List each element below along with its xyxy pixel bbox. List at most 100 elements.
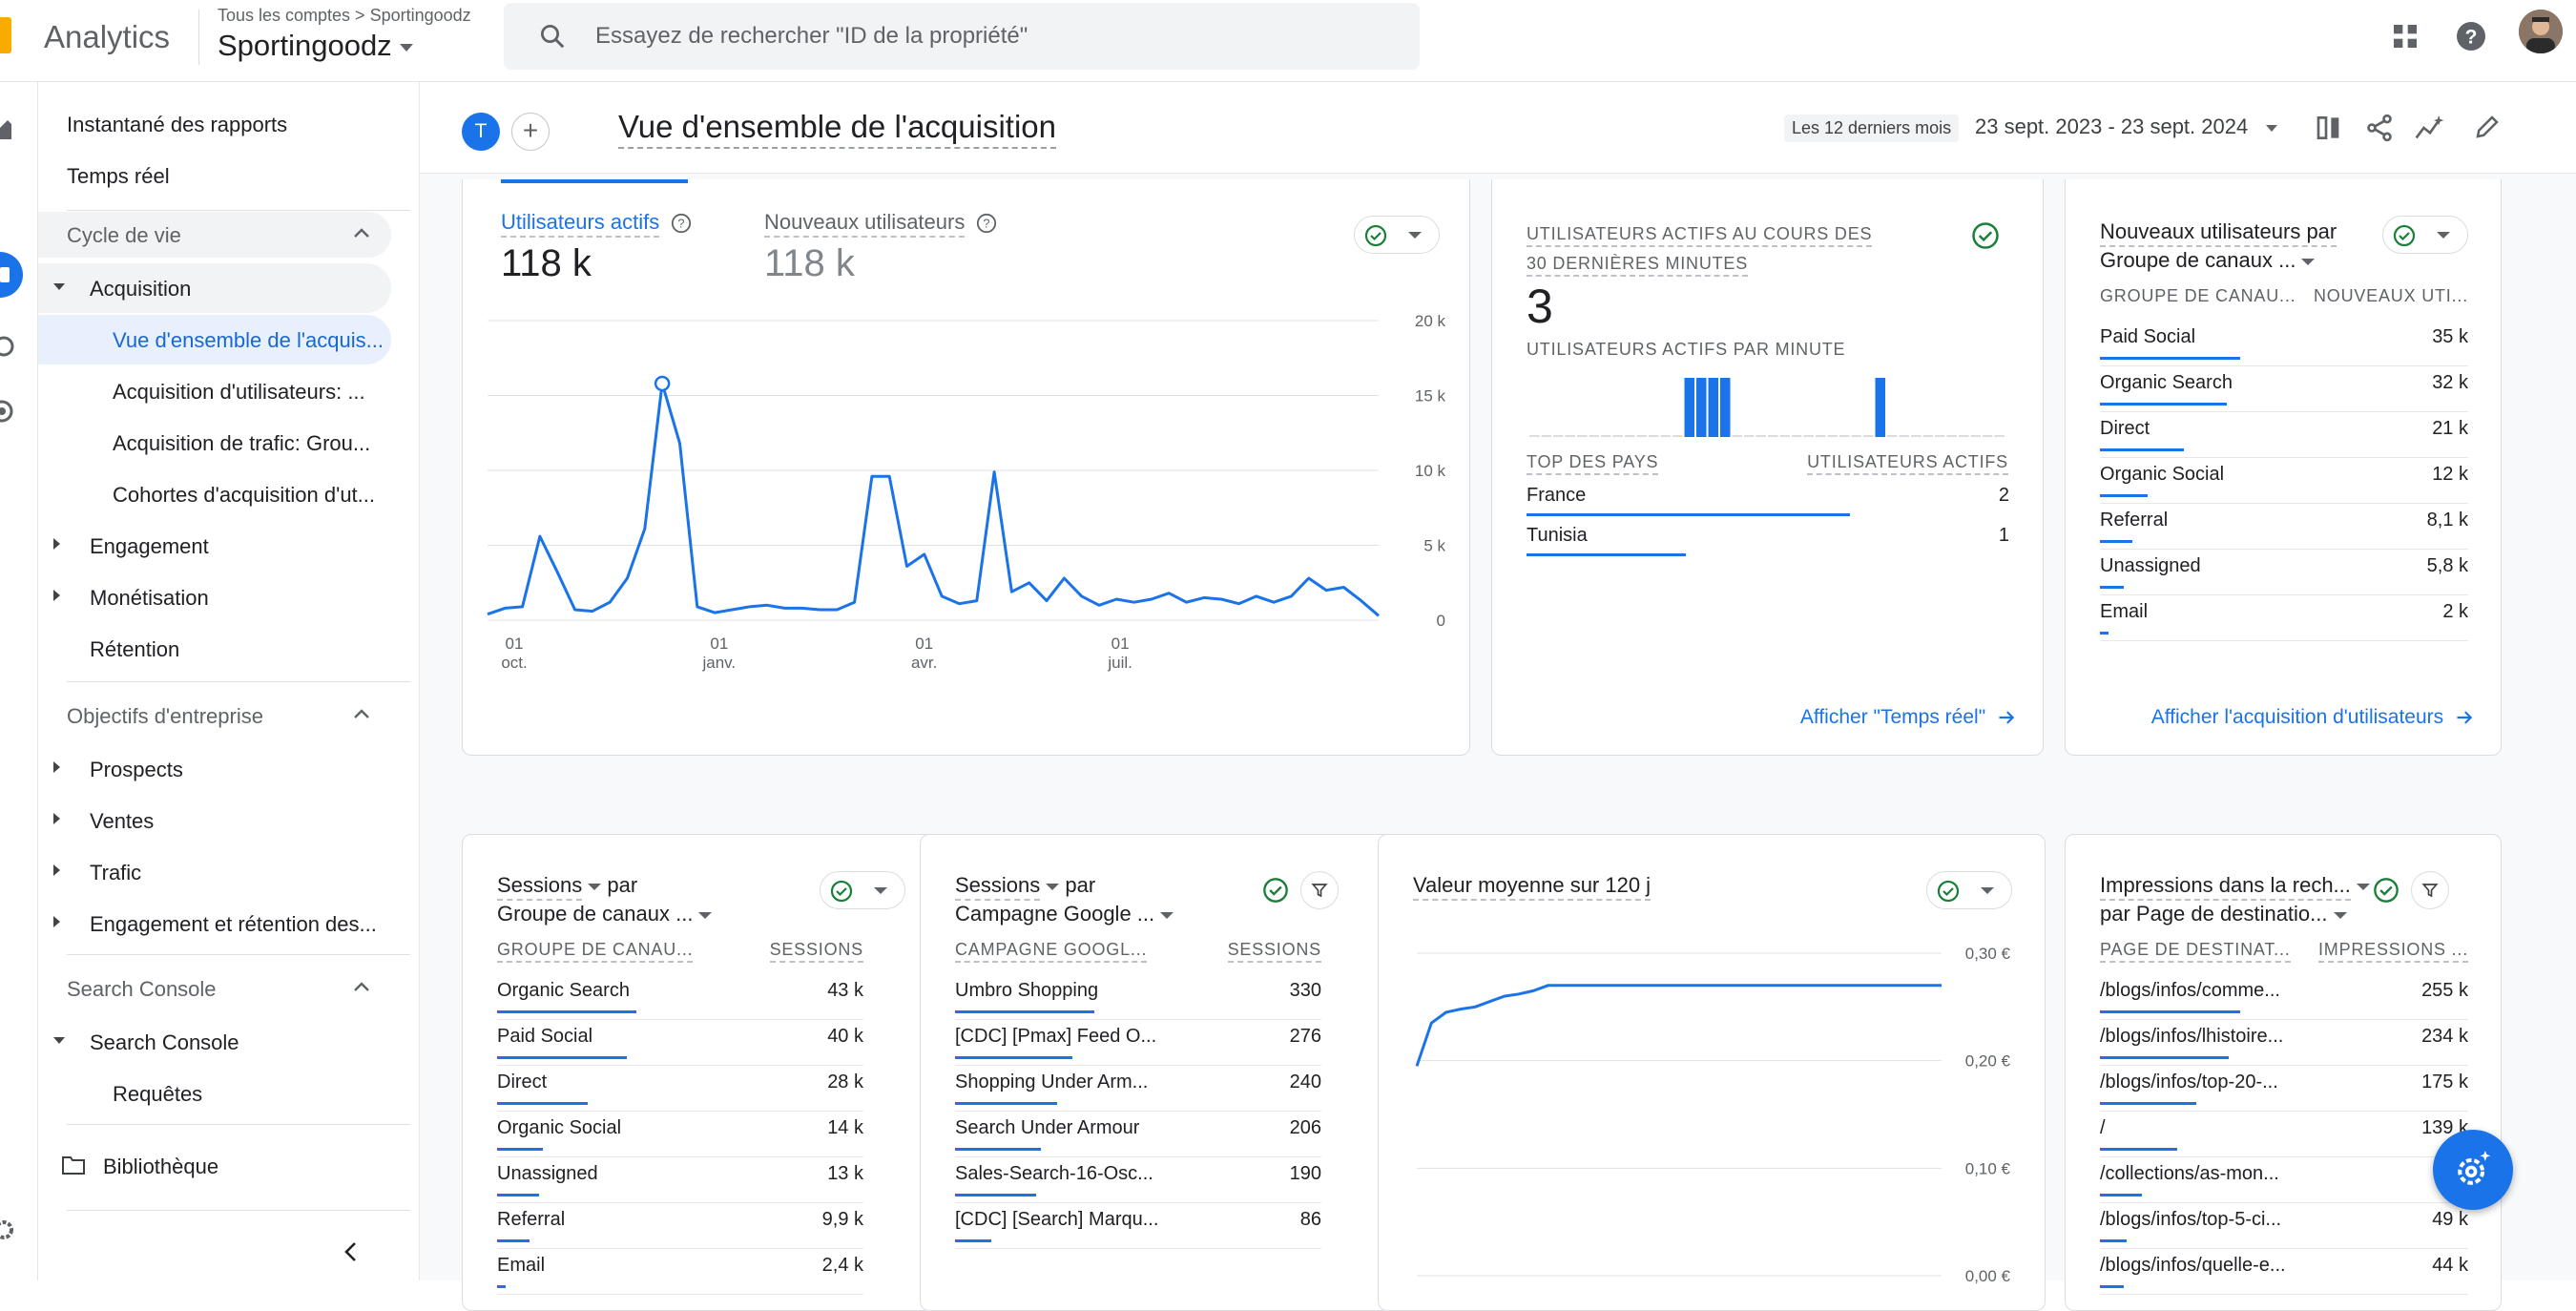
table-row[interactable]: /collections/as-mon... [2100, 1157, 2468, 1203]
edit-icon[interactable] [2473, 113, 2502, 141]
card-status-menu[interactable] [820, 871, 905, 909]
card-title[interactable]: Valeur moyenne sur 120 j [1413, 871, 1652, 901]
tab-active-users[interactable]: Utilisateurs actifs ? [501, 210, 692, 238]
check-circle-icon[interactable] [2373, 877, 2399, 904]
explore-icon[interactable] [0, 332, 17, 361]
filter-button[interactable] [1300, 871, 1339, 909]
nav-monetization[interactable]: Monétisation [38, 572, 391, 622]
apps-grid-icon[interactable] [2390, 21, 2420, 52]
property-selector[interactable]: Sportingoodz [218, 29, 414, 63]
app-name[interactable]: Analytics [44, 19, 171, 54]
nav-search-console[interactable]: Search Console [38, 1017, 391, 1067]
settings-icon[interactable] [0, 1216, 17, 1244]
date-range-picker[interactable]: 23 sept. 2023 - 23 sept. 2024 [1975, 114, 2248, 139]
table-row[interactable]: Organic Search 32 k [2100, 366, 2468, 412]
add-comparison-button[interactable]: + [511, 113, 550, 151]
table-row[interactable]: France 2 [1527, 481, 2009, 521]
assistant-button[interactable] [2433, 1130, 2513, 1210]
search-input[interactable]: Essayez de rechercher "ID de la propriét… [504, 3, 1420, 70]
nav-acquisition[interactable]: Acquisition [38, 263, 391, 313]
table-row[interactable]: Search Under Armour 206 [955, 1112, 1321, 1157]
table-row[interactable]: /blogs/infos/quelle-e... 44 k [2100, 1249, 2468, 1295]
table-row[interactable]: Paid Social 40 k [497, 1020, 863, 1066]
breadcrumb[interactable]: Tous les comptes > Sportingoodz [218, 6, 471, 25]
table-row[interactable]: /blogs/infos/comme... 255 k [2100, 974, 2468, 1020]
row-share-bar [2100, 1102, 2197, 1105]
table-row[interactable]: /blogs/infos/top-20-... 175 k [2100, 1066, 2468, 1112]
view-user-acquisition-link[interactable]: Afficher l'acquisition d'utilisateurs [2151, 706, 2474, 729]
card-title[interactable]: Nouveaux utilisateurs par Groupe de cana… [2100, 218, 2337, 275]
page-header: T + Vue d'ensemble de l'acquisition Les … [420, 82, 2576, 174]
table-row[interactable]: [CDC] [Pmax] Feed O... 276 [955, 1020, 1321, 1066]
share-icon[interactable] [2364, 113, 2395, 143]
table-row[interactable]: Email 2 k [2100, 595, 2468, 641]
nav-traffic-acquisition[interactable]: Acquisition de trafic: Grou... [38, 418, 391, 468]
nav-realtime[interactable]: Temps réel [38, 151, 391, 200]
card-status-menu[interactable] [1354, 216, 1440, 254]
nav-reports-snapshot[interactable]: Instantané des rapports [38, 99, 391, 149]
tab-new-users[interactable]: Nouveaux utilisateurs ? [764, 210, 997, 238]
nav-section-search-console[interactable]: Search Console [38, 966, 391, 1011]
table-row[interactable]: Direct 21 k [2100, 412, 2468, 458]
compare-icon[interactable] [2315, 113, 2345, 143]
table-row[interactable]: Unassigned 5,8 k [2100, 550, 2468, 595]
caret-down-icon[interactable] [2265, 124, 2278, 134]
table-row[interactable]: Direct 28 k [497, 1066, 863, 1112]
table-row[interactable]: [CDC] [Search] Marqu... 86 [955, 1203, 1321, 1249]
table-row[interactable]: Shopping Under Arm... 240 [955, 1066, 1321, 1112]
nav-section-business[interactable]: Objectifs d'entreprise [38, 693, 391, 739]
card-title[interactable]: Sessions par Campagne Google ... [955, 871, 1174, 928]
collapse-nav-icon[interactable] [342, 1240, 361, 1263]
insights-icon[interactable] [2414, 113, 2446, 143]
account-avatar[interactable] [2519, 10, 2563, 53]
table-row[interactable]: Email 2,4 k [497, 1249, 863, 1295]
table-row[interactable]: /139 k [2100, 1112, 2468, 1157]
check-circle-icon[interactable] [1262, 877, 1289, 904]
filter-button[interactable] [2411, 871, 2449, 909]
minute-bar [1720, 378, 1731, 437]
col-header-label: GROUPE DE CANAU... [497, 940, 694, 963]
nav-engagement-retention[interactable]: Engagement et rétention des... [38, 899, 391, 948]
table-row[interactable]: /blogs/infos/lhistoire... 234 k [2100, 1020, 2468, 1066]
table-row[interactable]: Organic Social 14 k [497, 1112, 863, 1157]
search-impressions-card: Impressions dans la rech... par Page de … [2065, 834, 2502, 1311]
table-row[interactable]: Umbro Shopping 330 [955, 974, 1321, 1020]
nav-section-lifecycle[interactable]: Cycle de vie [38, 212, 391, 258]
date-range-label[interactable]: Les 12 derniers mois [1784, 114, 1960, 142]
nav-user-acquisition[interactable]: Acquisition d'utilisateurs: ... [38, 366, 391, 416]
nav-library[interactable]: Bibliothèque [38, 1141, 391, 1191]
nav-acquisition-cohorts[interactable]: Cohortes d'acquisition d'ut... [38, 469, 391, 519]
nav-queries[interactable]: Requêtes [38, 1069, 391, 1118]
table-row[interactable]: Referral 9,9 k [497, 1203, 863, 1249]
caret-down-icon [1981, 887, 1994, 894]
check-circle-icon[interactable] [1971, 221, 2000, 250]
nav-engagement[interactable]: Engagement [38, 521, 391, 571]
nav-sales[interactable]: Ventes [38, 796, 391, 845]
card-title[interactable]: Sessions par Groupe de canaux ... [497, 871, 713, 928]
table-row[interactable]: /blogs/infos/top-5-ci... 49 k [2100, 1203, 2468, 1249]
row-value: 1 [1998, 525, 2009, 546]
comparison-avatar[interactable]: T [462, 113, 500, 151]
advertising-icon[interactable] [0, 397, 17, 426]
info-icon[interactable]: ? [976, 213, 997, 234]
nav-traffic[interactable]: Trafic [38, 847, 391, 897]
table-row[interactable]: Sales-Search-16-Osc... 190 [955, 1157, 1321, 1203]
nav-acquisition-overview[interactable]: Vue d'ensemble de l'acquis... [38, 315, 391, 364]
view-realtime-link[interactable]: Afficher "Temps réel" [1800, 706, 2016, 729]
card-title[interactable]: Impressions dans la rech... par Page de … [2100, 871, 2370, 928]
table-row[interactable]: Unassigned 13 k [497, 1157, 863, 1203]
table-row[interactable]: Referral 8,1 k [2100, 504, 2468, 550]
table-row[interactable]: Paid Social 35 k [2100, 321, 2468, 366]
info-icon[interactable]: ? [671, 213, 692, 234]
nav-retention[interactable]: Rétention [38, 624, 391, 674]
card-status-menu[interactable] [2382, 216, 2468, 254]
nav-leads[interactable]: Prospects [38, 744, 391, 794]
table-row[interactable]: Tunisia 1 [1527, 521, 2009, 561]
table-row[interactable]: Organic Search 43 k [497, 974, 863, 1020]
help-icon[interactable]: ? [2454, 19, 2488, 53]
table-row[interactable]: Organic Social 12 k [2100, 458, 2468, 504]
home-icon[interactable] [0, 114, 17, 143]
analytics-logo[interactable] [0, 17, 11, 53]
row-value: 86 [1299, 1209, 1321, 1230]
card-status-menu[interactable] [1926, 871, 2012, 909]
